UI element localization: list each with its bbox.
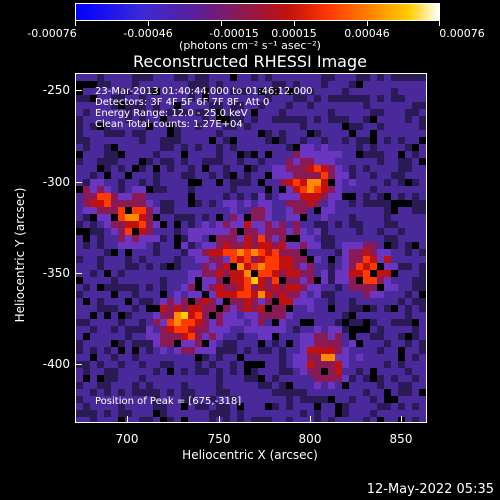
timestamp: 12-May-2022 05:35 bbox=[366, 482, 494, 497]
solar-image-plot: 23-Mar-2013 01:40:44.000 to 01:46:12.000… bbox=[75, 73, 427, 423]
x-tick-label: 750 bbox=[207, 432, 231, 446]
colorbar-units: (photons cm⁻² s⁻¹ asec⁻²) bbox=[179, 39, 321, 52]
y-tick-label: -400 bbox=[42, 357, 70, 371]
x-tick-label: 800 bbox=[298, 432, 322, 446]
colorbar-tick bbox=[439, 21, 440, 26]
method-counts-text: Clean Total counts: 1.27E+04 bbox=[95, 119, 243, 130]
x-tick bbox=[401, 416, 402, 422]
y-tick-label: -300 bbox=[42, 175, 70, 189]
energy-range-text: Energy Range: 12.0 - 25.0 keV bbox=[95, 108, 248, 119]
colorbar-label: -0.00046 bbox=[123, 27, 173, 40]
heatmap bbox=[76, 74, 426, 422]
x-axis-label: Heliocentric X (arcsec) bbox=[182, 448, 318, 462]
colorbar-label: 0.00076 bbox=[439, 27, 485, 40]
colorbar-tick bbox=[294, 21, 295, 26]
x-tick-label: 700 bbox=[115, 432, 139, 446]
colorbar-tick bbox=[221, 21, 222, 26]
y-tick bbox=[76, 273, 82, 274]
image-title: Reconstructed RHESSI Image bbox=[133, 52, 367, 71]
colorbar-label: -0.00076 bbox=[27, 27, 77, 40]
y-axis-label: Heliocentric Y (arcsec) bbox=[13, 187, 27, 323]
colorbar-tick bbox=[148, 21, 149, 26]
colorbar bbox=[75, 3, 440, 21]
y-tick bbox=[76, 182, 82, 183]
colorbar-tick bbox=[75, 21, 76, 26]
y-tick-label: -350 bbox=[42, 266, 70, 280]
y-tick bbox=[76, 364, 82, 365]
y-tick bbox=[76, 90, 82, 91]
colorbar-tick bbox=[367, 21, 368, 26]
detectors-text: Detectors: 3F 4F 5F 6F 7F 8F, Att 0 bbox=[95, 97, 270, 108]
colorbar-label: 0.00046 bbox=[344, 27, 390, 40]
x-tick-label: 850 bbox=[389, 432, 413, 446]
time-range-text: 23-Mar-2013 01:40:44.000 to 01:46:12.000 bbox=[95, 86, 313, 97]
colorbar-label: 0.00015 bbox=[271, 27, 317, 40]
y-tick-label: -250 bbox=[42, 83, 70, 97]
x-tick bbox=[219, 416, 220, 422]
x-tick bbox=[127, 416, 128, 422]
colorbar-label: -0.00015 bbox=[209, 27, 259, 40]
x-tick bbox=[310, 416, 311, 422]
peak-position-text: Position of Peak = [675,-318] bbox=[95, 396, 242, 407]
